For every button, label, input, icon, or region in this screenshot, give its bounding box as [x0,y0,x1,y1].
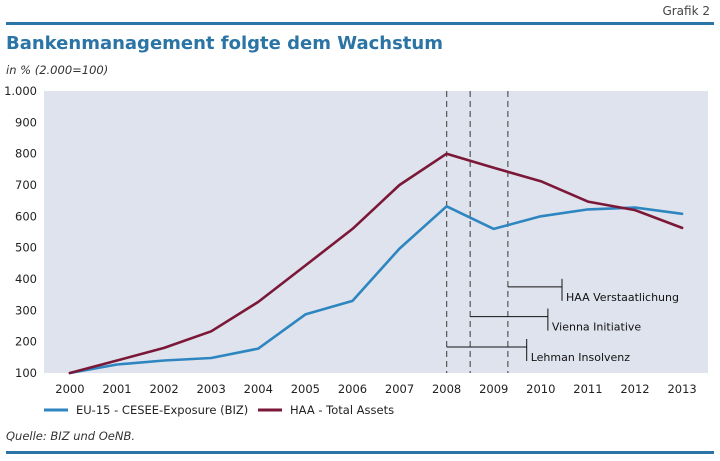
legend-label: EU-15 - CESEE-Exposure (BIZ) [76,403,248,417]
source-note: Quelle: BIZ und OeNB. [6,429,136,443]
x-tick-label: 2009 [479,382,508,396]
y-tick-label: 900 [15,115,37,129]
y-tick-label: 200 [15,335,37,349]
x-tick-label: 2002 [149,382,178,396]
x-tick-label: 2006 [338,382,367,396]
figure-number: Grafik 2 [662,4,710,18]
x-tick-label: 2000 [55,382,84,396]
x-tick-label: 2011 [573,382,602,396]
annotation-label: Vienna Initiative [552,321,642,334]
legend-label: HAA - Total Assets [290,403,394,417]
series-line-eu15 [68,205,684,375]
x-tick-label: 2013 [667,382,696,396]
x-tick-label: 2012 [620,382,649,396]
bottom-rule [6,451,714,454]
x-tick-label: 2007 [385,382,414,396]
annotation-label: HAA Verstaatlichung [566,291,679,304]
x-tick-label: 2003 [197,382,226,396]
x-tick-label: 2010 [526,382,555,396]
chart-subtitle: in % (2.000=100) [6,63,109,77]
y-tick-label: 800 [15,147,37,161]
y-tick-label: 1.000 [4,84,37,98]
top-rule [6,22,714,25]
x-tick-label: 2001 [102,382,131,396]
plot-area [44,91,708,373]
x-tick-label: 2004 [244,382,273,396]
y-tick-label: 700 [15,178,37,192]
x-tick-label: 2008 [432,382,461,396]
x-tick-label: 2005 [291,382,320,396]
y-tick-label: 300 [15,303,37,317]
y-tick-label: 400 [15,272,37,286]
y-tick-label: 100 [15,366,37,380]
y-tick-label: 600 [15,209,37,223]
chart-title: Bankenmanagement folgte dem Wachstum [6,33,443,54]
annotation-label: Lehman Insolvenz [531,351,631,364]
y-tick-label: 500 [15,241,37,255]
series-line-haa [68,152,684,375]
